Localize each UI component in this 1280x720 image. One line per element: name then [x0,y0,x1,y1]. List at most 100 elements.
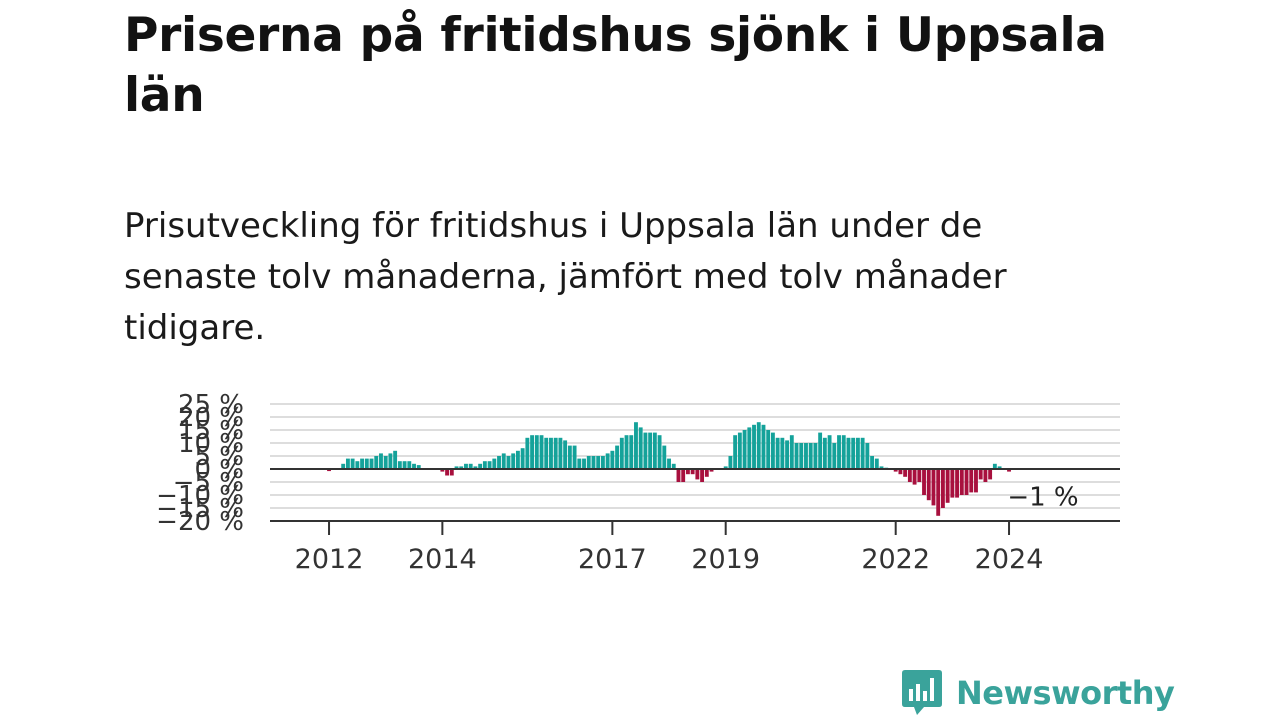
bar [893,469,898,472]
bar [752,424,756,469]
bar [704,469,709,477]
bar [520,448,525,469]
bar [397,461,402,469]
bar [482,461,487,469]
bar [605,453,610,469]
bar [931,469,936,506]
bar [383,456,388,469]
bar [511,453,516,469]
x-tick-label: 2012 [295,544,364,575]
bar [936,469,941,516]
bar [742,430,747,469]
y-axis-ticks: 25 %20 %15 %10 %5 %0 %−5 %−10 %−15 %−20 … [156,390,244,537]
bar [723,466,728,469]
bar [851,437,856,469]
bar [407,461,412,469]
x-tick-label: 2017 [578,544,647,575]
x-tick-label: 2019 [691,544,760,575]
bar [487,461,492,469]
bar [770,432,775,469]
bar [775,437,780,469]
bar [676,469,681,482]
last-value-label: −1 % [1007,483,1078,513]
y-tick-label: 0 % [194,455,244,485]
bar [685,469,690,475]
bar [345,458,350,469]
y-tick-label: 20 % [178,403,244,433]
bar [794,443,799,469]
y-tick-label: −15 % [156,494,244,524]
bar [747,427,752,469]
bar [402,461,407,469]
bar [615,445,620,469]
x-tick-label: 2014 [408,544,477,575]
gridlines [270,403,1120,522]
bar [832,443,837,469]
bar [870,456,875,469]
bar [501,453,506,469]
bar [610,450,615,469]
bar [822,437,827,469]
bar [629,435,634,469]
chart-subtitle: Prisutveckling för fritidshus i Uppsala … [124,206,1007,348]
y-tick-label: −10 % [156,481,244,511]
bar [992,463,997,469]
bar [591,456,596,469]
bar [657,435,662,469]
bar [860,437,865,469]
y-tick-label: 10 % [178,429,244,459]
bar [553,437,558,469]
bar [667,458,671,469]
bar [964,469,969,495]
bar [638,427,643,469]
bar [733,435,738,469]
bar [525,437,530,469]
bar [813,443,818,469]
bar [652,432,657,469]
chart-title: Priserna på fritidshus sjönk i Uppsala l… [124,8,1107,123]
bar [341,463,346,469]
bar [988,469,993,480]
bar [355,461,360,469]
bar [445,469,450,476]
bar [549,437,553,469]
bar [959,469,964,495]
newsworthy-logo-icon [902,670,942,715]
bar [728,456,733,469]
bar [1007,469,1011,472]
bar [634,422,638,469]
bar [756,422,761,469]
bar [539,435,544,469]
bars [327,422,1011,516]
y-tick-label: 25 % [178,390,244,420]
bar [978,469,983,480]
bar [577,458,582,469]
bar [412,463,416,469]
bar [624,435,629,469]
bar [997,466,1002,469]
bar [662,445,667,469]
bar [926,469,931,501]
y-tick-label: −20 % [156,507,244,537]
y-tick-label: 5 % [194,442,244,472]
bar [643,432,648,469]
bar [360,458,365,469]
bar [907,469,912,482]
x-axis-ticks: 2012 2014 2017 2019 2022 2024 [295,521,1043,575]
bar [785,440,790,469]
bar [912,469,917,485]
bar [983,469,988,482]
bar [950,469,955,498]
bar [700,469,705,482]
bar [454,466,459,469]
bar [544,437,549,469]
bar [440,469,445,472]
bar [648,432,653,469]
bar [841,435,846,469]
bar [567,445,572,469]
bar [969,469,974,493]
x-tick-label: 2022 [861,544,930,575]
bar [558,437,563,469]
bar [846,437,851,469]
bar [974,469,978,493]
